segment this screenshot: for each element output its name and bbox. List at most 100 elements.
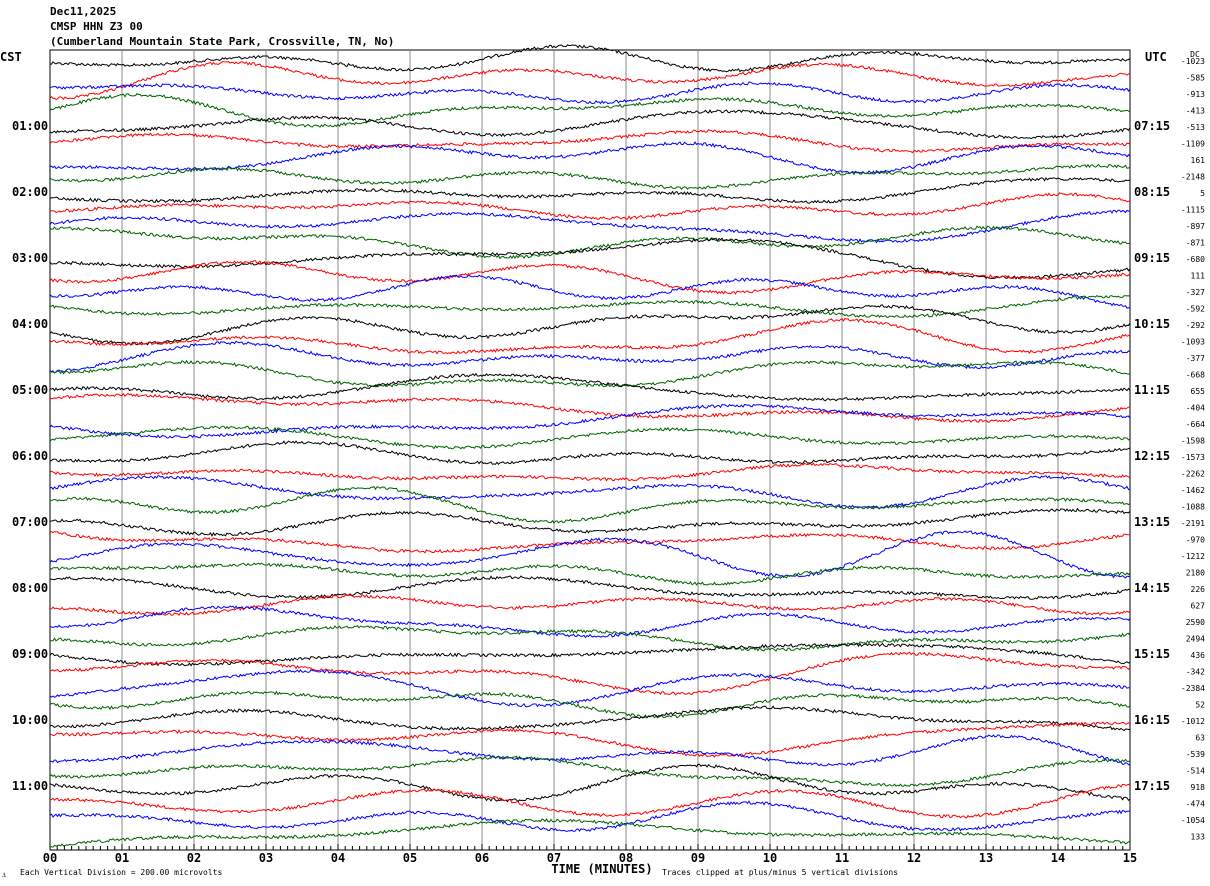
dc-offset-label: -404 [1186,404,1205,413]
seismic-trace [49,625,1131,652]
seismic-trace [49,562,1131,586]
date-title: Dec11,2025 [50,5,117,18]
dc-offset-label: -1109 [1181,140,1205,149]
cst-hour-label: 04:00 [12,317,48,331]
x-tick-label: 13 [979,851,993,865]
seismic-trace [49,755,1131,787]
dc-offset-label: -2262 [1181,470,1205,479]
seismic-trace [49,669,1131,708]
seismic-trace [49,462,1131,482]
dc-offset-label: -1088 [1181,503,1205,512]
dc-offset-label: -1598 [1181,437,1205,446]
utc-hour-label: 07:15 [1134,119,1170,133]
x-tick-label: 04 [331,851,345,865]
dc-offset-label: 226 [1191,585,1206,594]
dc-offset-label: -513 [1186,123,1205,132]
dc-offset-label: 161 [1191,156,1206,165]
cst-hour-label: 06:00 [12,449,48,463]
x-tick-label: 12 [907,851,921,865]
dc-offset-label: -592 [1186,305,1205,314]
cst-hour-label: 10:00 [12,713,48,727]
cst-hour-label: 02:00 [12,185,48,199]
x-tick-label: 11 [835,851,849,865]
seismic-trace [49,721,1131,758]
seismic-trace [49,507,1131,538]
utc-hour-label: 08:15 [1134,185,1170,199]
seismic-trace [49,372,1131,402]
seismic-trace [49,392,1130,423]
dc-offset-label: -292 [1186,321,1205,330]
location-title: (Cumberland Mountain State Park, Crossvi… [50,35,395,48]
station-title: CMSP HHN Z3 00 [50,20,143,33]
seismic-trace [49,177,1131,204]
seismic-trace [49,425,1131,450]
utc-zone-label: UTC [1145,50,1167,64]
dc-offset-label: -1462 [1181,486,1205,495]
utc-hour-label: 11:15 [1134,383,1170,397]
cst-hour-label: 03:00 [12,251,48,265]
dc-offset-label: -2191 [1181,519,1205,528]
seismic-trace [49,237,1131,280]
x-tick-label: 00 [43,851,57,865]
seismic-trace [49,818,1130,849]
dc-header-label: DC [1190,50,1200,59]
dc-offset-label: -413 [1186,107,1205,116]
seismic-trace [49,690,1131,719]
utc-hour-label: 15:15 [1134,647,1170,661]
cst-hour-label: 07:00 [12,515,48,529]
seismic-trace [50,359,1131,388]
x-tick-label: 05 [403,851,417,865]
seismic-trace [49,304,1131,346]
cst-hour-label: 05:00 [12,383,48,397]
clipping-note: Traces clipped at plus/minus 5 vertical … [662,868,898,877]
dc-offset-label: -1054 [1181,816,1205,825]
dc-offset-label: -1093 [1181,338,1205,347]
seismic-trace [49,163,1131,190]
dc-offset-label: -664 [1186,420,1205,429]
x-tick-label: 10 [763,851,777,865]
dc-offset-label: -1012 [1181,717,1205,726]
seismic-trace [49,605,1131,639]
seismic-trace [49,260,1131,295]
dc-offset-label: -1023 [1181,57,1205,66]
seismic-trace [49,317,1131,355]
dc-offset-label: -680 [1186,255,1205,264]
seismic-trace [49,530,1131,579]
seismic-trace [49,485,1131,524]
vertical-division-note: Each Vertical Division = 200.00 microvol… [20,868,222,877]
x-axis-title: TIME (MINUTES) [551,862,652,876]
x-tick-label: 14 [1051,851,1065,865]
x-tick-label: 02 [187,851,201,865]
utc-hour-label: 09:15 [1134,251,1170,265]
seismic-trace [49,225,1131,260]
dc-offset-label: 111 [1191,272,1206,281]
utc-hour-label: 17:15 [1134,779,1170,793]
x-tick-label: 15 [1123,851,1137,865]
x-tick-label: 03 [259,851,273,865]
seismic-trace [49,575,1131,600]
seismic-trace [49,192,1131,221]
dc-offset-label: -2148 [1181,173,1205,182]
dc-offset-label: -897 [1186,222,1205,231]
dc-offset-label: -585 [1186,74,1205,83]
seismic-trace [49,209,1131,244]
dc-offset-label: 655 [1191,387,1206,396]
seismic-trace [49,141,1131,175]
cst-hour-label: 01:00 [12,119,48,133]
dc-offset-label: -1115 [1181,206,1205,215]
dc-offset-label: -514 [1186,767,1205,776]
x-tick-label: 09 [691,851,705,865]
dc-offset-label: -342 [1186,668,1205,677]
dc-offset-label: 133 [1191,833,1206,842]
dc-offset-label: -327 [1186,288,1205,297]
dc-offset-label: -539 [1186,750,1205,759]
utc-hour-label: 10:15 [1134,317,1170,331]
seismic-trace [49,340,1131,374]
seismic-trace [49,440,1131,465]
seismic-trace [49,129,1131,154]
utc-hour-label: 14:15 [1134,581,1170,595]
dc-offset-label: 2494 [1186,635,1205,644]
seismic-trace [49,294,1131,318]
plot-frame [49,49,1131,851]
